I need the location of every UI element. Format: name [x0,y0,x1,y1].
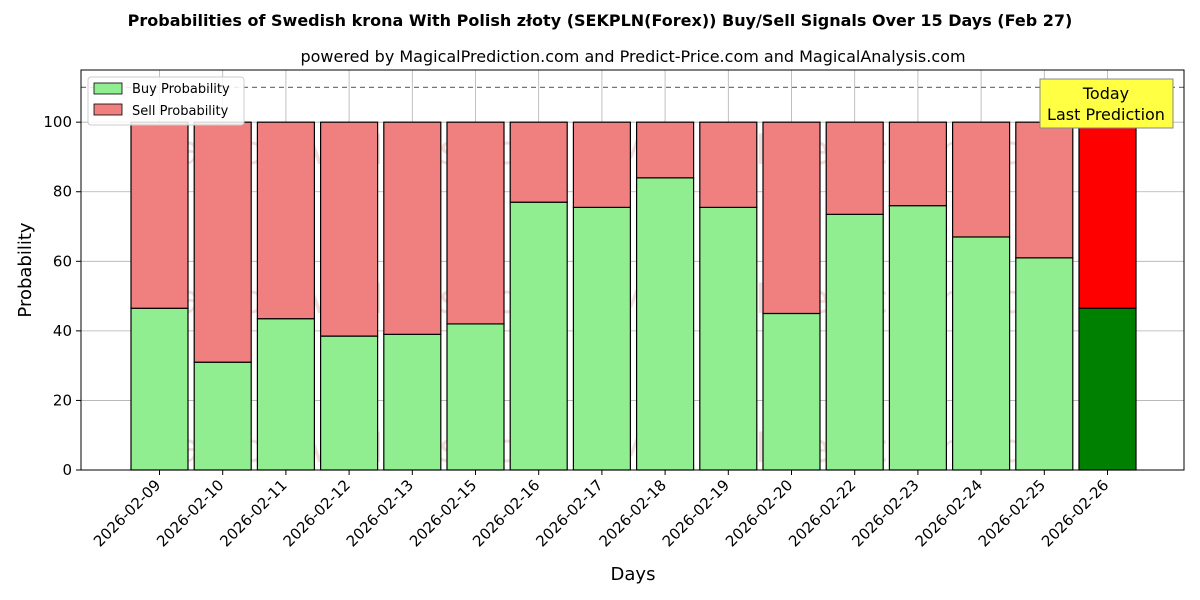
y-axis-label: Probability [15,222,36,317]
legend-box [87,76,245,126]
sell-bar [572,121,632,208]
y-tick-label: 20 [53,391,72,409]
sell-bar [193,121,252,363]
legend-buy-swatch [93,82,123,95]
sell-bar [635,121,695,179]
sell-bar [1015,121,1074,259]
sell-bar [130,121,189,309]
legend-sell-swatch [93,103,123,116]
buy-bar [509,201,568,471]
chart-subtitle: powered by MagicalPrediction.com and Pre… [300,47,965,66]
sell-bar [699,121,758,208]
x-axis-ticks: 2026-02-092026-02-102026-02-112026-02-12… [90,470,1112,550]
x-tick-label: 2026-02-25 [975,476,1049,550]
y-tick-label: 100 [43,113,72,131]
plot-frame [80,69,1185,471]
buy-bar [635,177,695,471]
legend-buy-label: Buy Probability [132,82,230,97]
x-tick-label: 2026-02-13 [343,476,417,550]
buy-bar [193,361,252,471]
bars [130,121,1137,471]
x-tick-label: 2026-02-19 [659,476,733,550]
x-tick-label: 2026-02-24 [912,476,986,550]
y-axis-ticks: 0 20 40 60 80 100 [43,113,81,479]
annotation-box [1039,78,1174,129]
x-tick-label: 2026-02-16 [469,476,543,550]
annotation-line2: Last Prediction [1047,105,1165,124]
legend: Buy Probability Sell Probability [87,76,245,126]
annotation-line1: Today [1082,84,1129,103]
buy-bar [762,312,821,471]
x-tick-label: 2026-02-11 [216,476,290,550]
buy-bar [951,236,1011,471]
sell-bar [509,121,568,203]
chart-title: Probabilities of Swedish krona With Poli… [128,11,1073,30]
buy-bar [1015,257,1074,471]
x-tick-label: 2026-02-18 [596,476,670,550]
buy-bar [888,205,948,471]
sell-bar [951,121,1011,238]
today-annotation: Today Last Prediction [1039,78,1174,129]
x-tick-label: 2026-02-23 [848,476,922,550]
sell-bar [1078,121,1137,309]
sell-bar [446,121,505,325]
sell-bar [320,121,379,337]
x-tick-label: 2026-02-22 [785,476,859,550]
buy-bar [699,206,758,471]
y-tick-label: 0 [62,461,72,479]
buy-bar [825,213,884,471]
buy-bar [572,206,632,471]
legend-sell-label: Sell Probability [132,104,229,119]
x-tick-label: 2026-02-09 [90,476,164,550]
x-tick-label: 2026-02-26 [1038,476,1112,550]
buy-bar [1078,307,1137,471]
x-tick-label: 2026-02-15 [406,476,480,550]
sell-bar [383,121,442,335]
y-tick-label: 60 [53,252,72,270]
x-tick-label: 2026-02-10 [153,476,227,550]
buy-bar [320,335,379,471]
x-tick-label: 2026-02-20 [722,476,796,550]
sell-bar [256,121,315,320]
sell-bar [825,121,884,215]
buy-bar [383,333,442,471]
x-tick-label: 2026-02-17 [532,476,606,550]
x-tick-label: 2026-02-12 [280,476,354,550]
sell-bar [888,121,948,207]
y-tick-label: 40 [53,322,72,340]
buy-bar [256,318,315,471]
buy-bar [130,307,189,471]
sell-bar [762,121,821,315]
buy-bar [446,323,505,471]
y-tick-label: 80 [53,183,72,201]
x-axis-label: Days [611,564,656,585]
